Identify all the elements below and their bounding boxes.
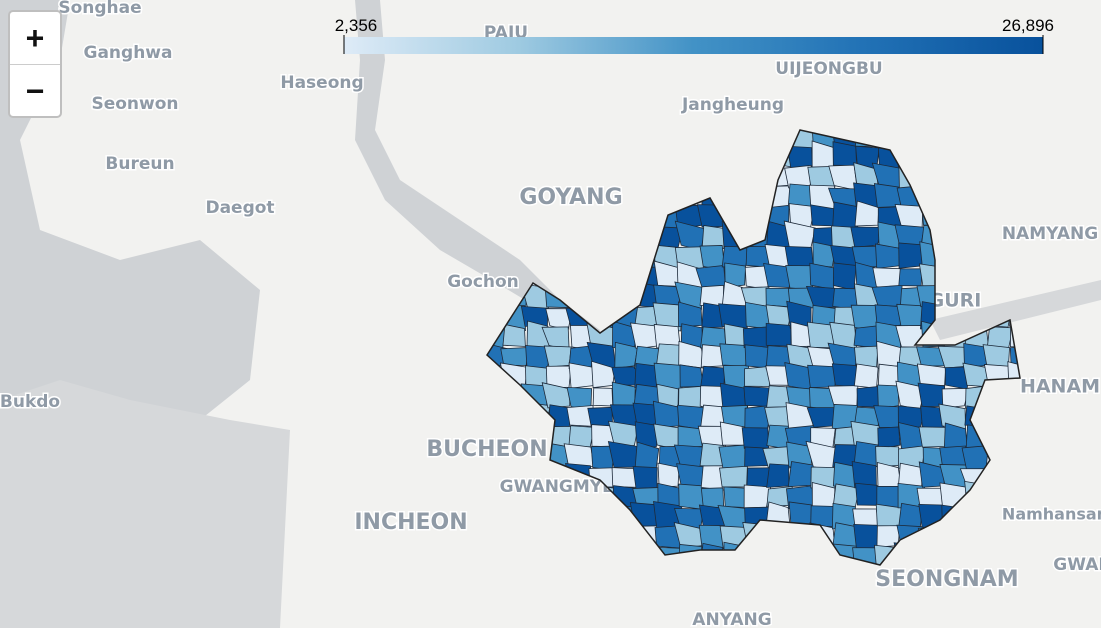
district[interactable]	[766, 463, 790, 488]
district[interactable]	[765, 322, 792, 347]
district[interactable]	[877, 426, 901, 450]
water	[0, 380, 290, 628]
legend-bar	[344, 37, 1043, 54]
district[interactable]	[877, 384, 899, 410]
legend-tick-label: 26,896	[1002, 16, 1054, 35]
district[interactable]	[724, 262, 746, 288]
place-label: BUCHEON	[426, 437, 547, 462]
district[interactable]	[611, 366, 637, 386]
district[interactable]	[809, 262, 836, 290]
place-label: Songhae	[58, 0, 141, 18]
place-label: Namhansan	[1002, 505, 1101, 524]
district[interactable]	[831, 363, 857, 388]
place-label: SEONGNAM	[875, 567, 1018, 592]
place-label: Bukdo	[0, 392, 60, 412]
district[interactable]	[941, 387, 970, 409]
place-label: Daegot	[205, 198, 274, 218]
district[interactable]	[563, 443, 595, 468]
district[interactable]	[679, 364, 704, 388]
district[interactable]	[812, 241, 837, 268]
place-label: HANAM	[1020, 376, 1100, 398]
district[interactable]	[917, 382, 946, 408]
place-label: Gochon	[447, 272, 519, 292]
legend: 2,356 26,896	[335, 16, 1054, 54]
place-label: Ganghwa	[84, 43, 173, 63]
district[interactable]	[607, 420, 639, 450]
district[interactable]	[500, 347, 530, 367]
district[interactable]	[634, 421, 660, 448]
district[interactable]	[898, 268, 923, 287]
zoom-in[interactable]: +	[10, 12, 60, 65]
place-label: Bureun	[105, 154, 174, 174]
district[interactable]	[718, 303, 748, 330]
district[interactable]	[700, 487, 725, 509]
district[interactable]	[652, 302, 683, 332]
district[interactable]	[832, 262, 857, 291]
district[interactable]	[541, 382, 571, 409]
district[interactable]	[632, 466, 658, 489]
place-label: ANYANG	[692, 610, 771, 628]
place-label: Jangheung	[681, 95, 784, 115]
district[interactable]	[719, 465, 748, 488]
place-label: GURI	[929, 290, 982, 312]
district[interactable]	[856, 385, 881, 408]
district[interactable]	[743, 386, 770, 407]
zoom-out[interactable]: −	[25, 73, 45, 109]
place-label: GOYANG	[519, 185, 622, 210]
river	[930, 280, 1101, 340]
district[interactable]	[852, 508, 879, 527]
district[interactable]	[918, 426, 947, 448]
district[interactable]	[853, 363, 879, 389]
district[interactable]	[916, 363, 947, 388]
place-label: INCHEON	[354, 510, 467, 535]
place-label: Seonwon	[91, 94, 178, 114]
district[interactable]	[982, 344, 1010, 368]
district[interactable]	[805, 285, 838, 308]
place-label: Haseong	[280, 73, 363, 93]
legend-tick-label: 2,356	[335, 16, 378, 35]
district[interactable]	[614, 341, 639, 369]
seoul-outline	[486, 129, 1021, 566]
district[interactable]	[719, 343, 749, 367]
district[interactable]	[810, 204, 835, 227]
zoom-control: + −	[8, 10, 62, 118]
district[interactable]	[763, 263, 791, 288]
district[interactable]	[873, 183, 903, 208]
district[interactable]	[502, 324, 526, 347]
district[interactable]	[701, 302, 724, 329]
district[interactable]	[875, 243, 902, 269]
district[interactable]	[543, 345, 572, 368]
district[interactable]	[568, 362, 596, 389]
district[interactable]	[657, 462, 680, 488]
district[interactable]	[853, 325, 879, 349]
district[interactable]	[592, 387, 614, 407]
district[interactable]	[855, 482, 878, 506]
river	[355, 0, 600, 345]
place-label: NAMYANG	[1002, 224, 1098, 244]
place-label: GWANGJU	[1053, 555, 1101, 575]
place-label: UIJEONGBU	[775, 59, 882, 79]
